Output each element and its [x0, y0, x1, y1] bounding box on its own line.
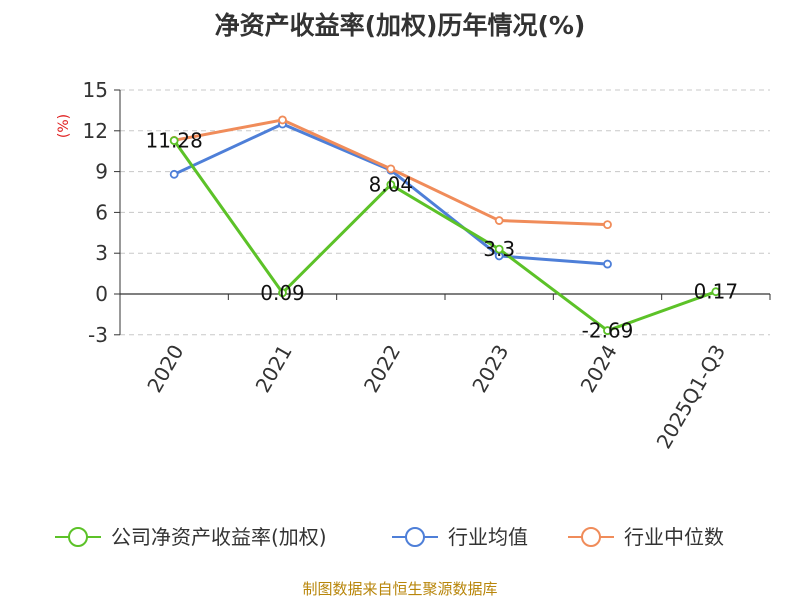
- legend-marker: [68, 527, 88, 547]
- data-label: 3.3: [483, 237, 515, 261]
- data-point: [603, 326, 612, 335]
- data-point: [386, 164, 396, 174]
- y-tick-label: -3: [88, 323, 108, 347]
- y-tick-labels: -3 0 3 6 9 12 15: [83, 78, 108, 347]
- source-note: 制图数据来自恒生聚源数据库: [302, 580, 497, 598]
- data-point: [278, 288, 287, 298]
- data-point: [603, 220, 612, 230]
- data-label: 8.04: [369, 173, 414, 197]
- legend-label: 公司净资产收益率(加权): [111, 525, 327, 549]
- y-tick-label: 3: [95, 241, 108, 265]
- legend-marker: [405, 527, 425, 547]
- x-tick-labels: 2020 2021 2022 2023 2024 2025Q1-Q3: [142, 340, 730, 452]
- series-line: [172, 139, 717, 333]
- x-tick-label: 2021: [251, 341, 297, 397]
- x-tick-label: 2022: [359, 341, 405, 397]
- data-label: -2.69: [582, 319, 634, 343]
- y-tick-label: 9: [95, 160, 108, 184]
- x-tick-label: 2020: [142, 341, 188, 397]
- axes: [114, 89, 771, 336]
- legend-marker: [581, 527, 601, 547]
- x-tick-label: 2023: [467, 340, 513, 396]
- data-point: [494, 216, 504, 225]
- y-axis-unit: (%): [56, 114, 72, 138]
- data-label: 0.09: [260, 281, 305, 305]
- chart-title: 净资产收益率(加权)历年情况(%): [215, 11, 586, 40]
- data-point: [169, 136, 179, 145]
- data-point: [711, 287, 721, 297]
- data-point: [169, 169, 179, 179]
- legend: 公司净资产收益率(加权) 行业均值 行业中位数: [55, 525, 724, 549]
- data-label: 0.17: [694, 280, 739, 304]
- y-tick-label: 12: [83, 119, 108, 143]
- x-tick-label: 2024: [576, 341, 622, 397]
- data-point: [278, 115, 287, 125]
- legend-label: 行业均值: [448, 525, 528, 549]
- data-point: [494, 244, 504, 254]
- x-tick-label: 2025Q1-Q3: [651, 341, 730, 453]
- y-tick-label: 15: [83, 78, 108, 102]
- data-point: [386, 180, 396, 190]
- y-tick-label: 0: [95, 282, 108, 306]
- data-labels: 11.28 0.09 8.04 3.3 -2.69 0.17: [146, 129, 739, 343]
- series-layer: [169, 115, 721, 335]
- legend-label: 行业中位数: [624, 525, 724, 549]
- data-label: 11.28: [146, 129, 203, 153]
- data-point: [603, 259, 612, 269]
- y-tick-label: 6: [95, 200, 108, 224]
